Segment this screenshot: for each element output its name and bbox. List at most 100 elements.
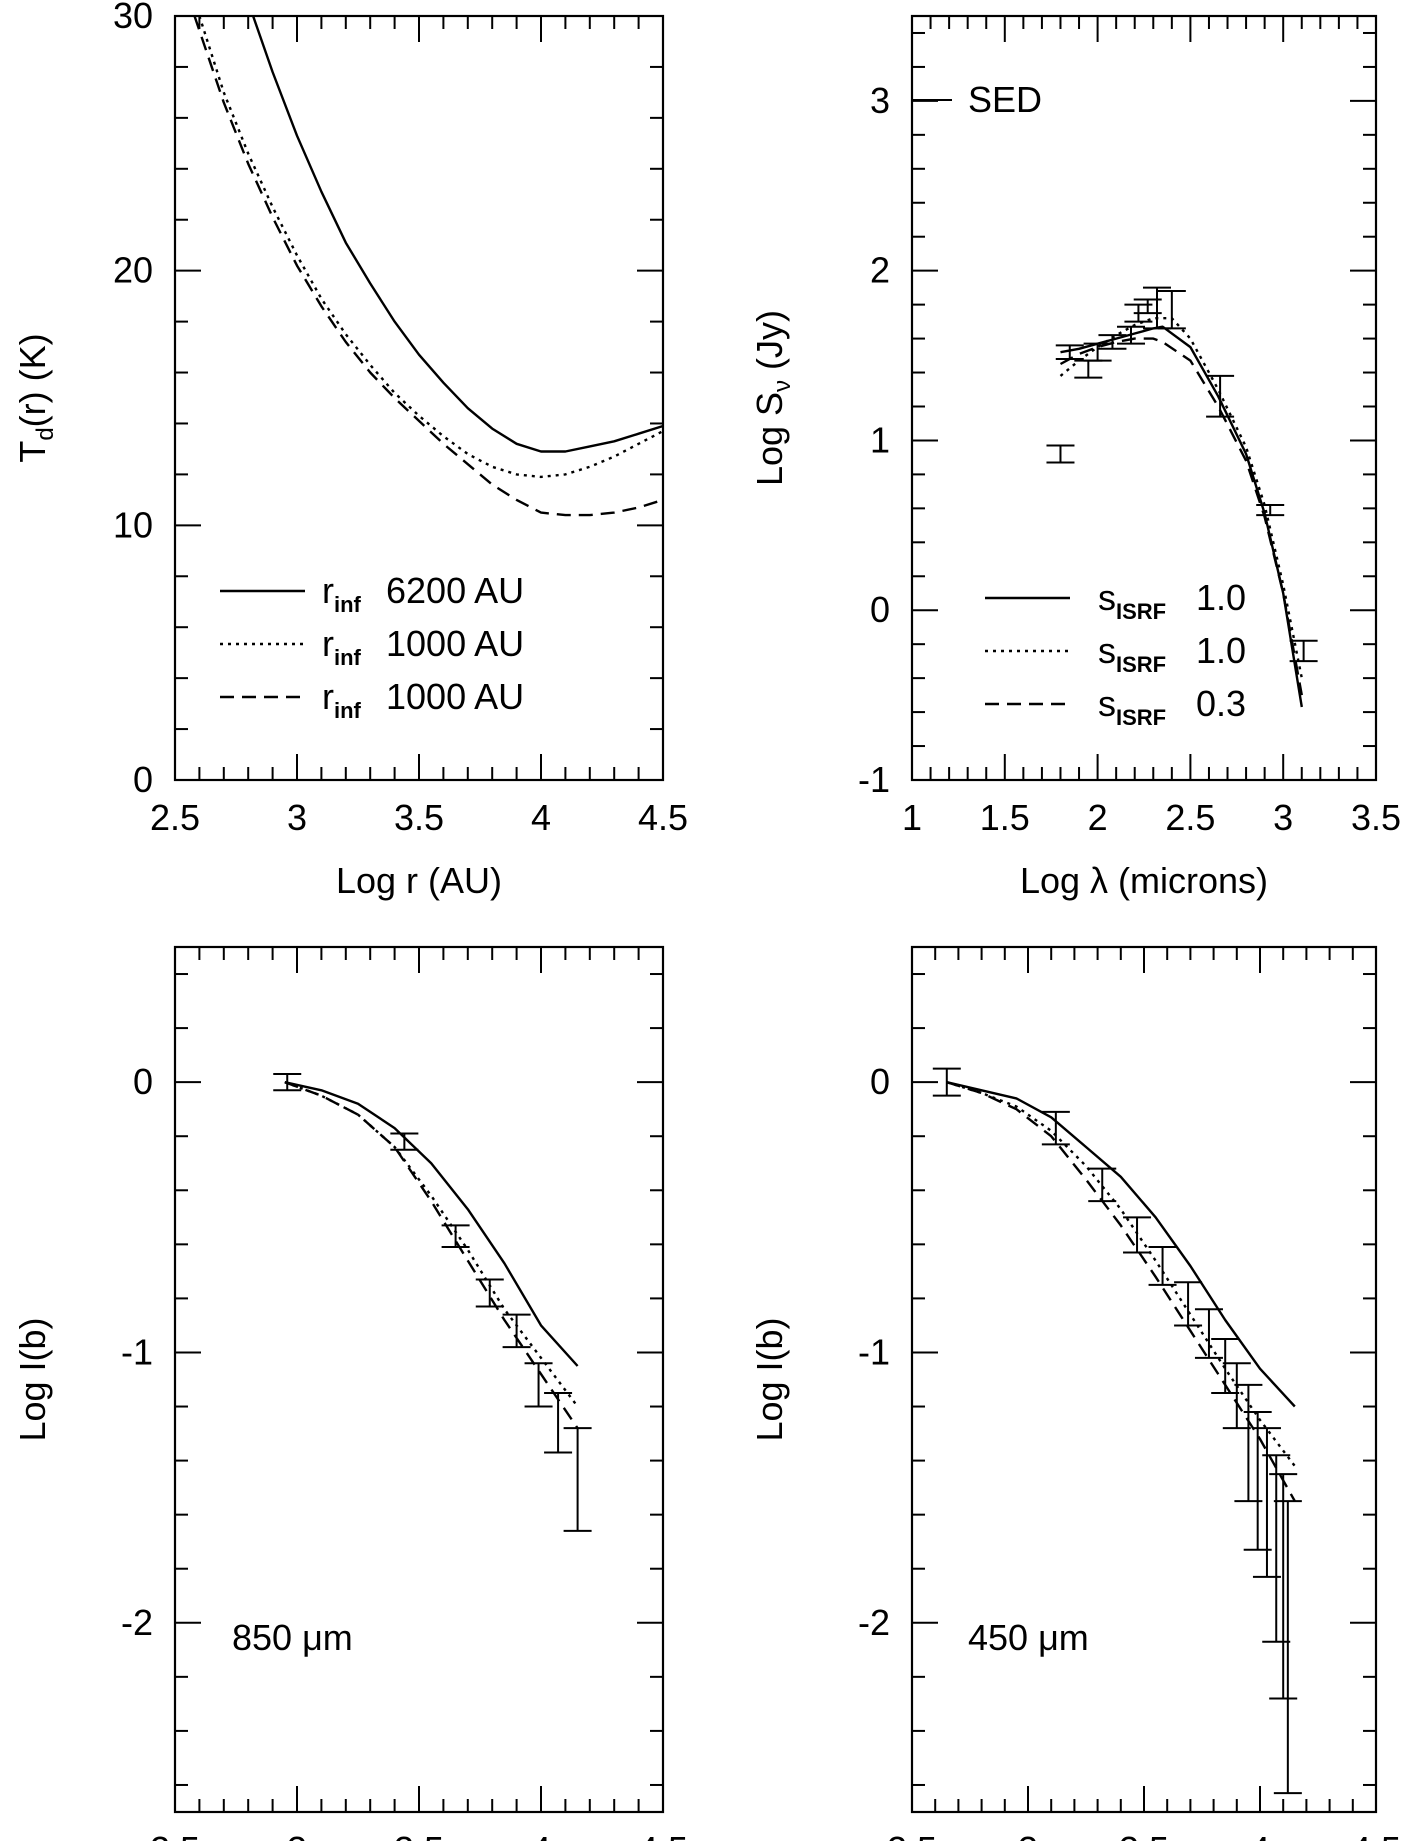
series-line-dashed	[193, 16, 663, 517]
error-bar	[1269, 1473, 1298, 1700]
svg-text:6200 AU: 6200 AU	[386, 570, 524, 611]
error-bar	[1123, 1216, 1152, 1254]
series-line-solid	[251, 16, 663, 453]
y-tick-label: 0	[133, 1061, 153, 1102]
error-bar	[502, 1313, 531, 1349]
svg-text:rinf: rinf	[322, 676, 362, 723]
error-bar	[1273, 1500, 1302, 1795]
x-tick-label: 3	[287, 797, 307, 838]
x-tick-label: 1	[902, 797, 922, 838]
x-tick-label: 2.5	[887, 1829, 937, 1841]
plot-frame	[910, 945, 1378, 1814]
x-axis-label: Log r (AU)	[336, 860, 502, 901]
x-tick-label: 2.5	[150, 1829, 200, 1841]
series-line-solid	[284, 1081, 579, 1367]
y-tick-label: -2	[858, 1602, 890, 1643]
y-tick-label: 2	[870, 250, 890, 291]
panel-temperature-profile: 2.5 3 3.5 4 4.5 0 10 20 30 Log r (AU) Td(r) (K) rin…	[12, 0, 688, 901]
svg-text:rinf: rinf	[322, 623, 362, 670]
y-tick-label: 0	[870, 1061, 890, 1102]
x-tick-label: 3.5	[1351, 797, 1401, 838]
svg-text:rinf: rinf	[322, 570, 362, 617]
x-tick-label: 4	[1250, 1829, 1270, 1841]
svg-text:sISRF: sISRF	[1098, 577, 1166, 624]
plot-frame	[910, 14, 1378, 782]
y-tick-label: 30	[113, 0, 153, 36]
x-tick-label: 2.5	[1165, 797, 1215, 838]
x-tick-label: 4.5	[1351, 1829, 1401, 1841]
svg-text:1000 AU: 1000 AU	[386, 623, 524, 664]
x-tick-label: 3.5	[394, 1829, 444, 1841]
x-tick-label: 3.5	[394, 797, 444, 838]
y-tick-label: -1	[121, 1331, 153, 1372]
plot-area	[1046, 286, 1318, 708]
error-bar	[1041, 1110, 1070, 1146]
series-line-dotted	[284, 1081, 579, 1408]
error-bar	[1074, 359, 1103, 379]
y-tick-label: -1	[858, 759, 890, 800]
panel-annotation: 450 μm	[968, 1617, 1089, 1658]
legend-entry: sISRF 0.3	[985, 683, 1246, 730]
x-tick-label: 4.5	[638, 797, 688, 838]
y-tick-label: -1	[858, 1331, 890, 1372]
x-tick-label: 4	[531, 1829, 551, 1841]
error-bar	[1046, 444, 1075, 464]
error-bar	[1117, 325, 1146, 345]
panel-annotation: 850 μm	[232, 1617, 353, 1658]
series-line-dotted	[946, 1081, 1296, 1467]
series-line-dotted	[1059, 317, 1303, 679]
plot-frame	[173, 14, 665, 782]
y-tick-label: 10	[113, 504, 153, 545]
x-tick-label: 3	[1273, 797, 1293, 838]
y-axis-label: Log I(b)	[749, 1317, 790, 1441]
y-tick-label: 3	[870, 80, 890, 121]
error-bar	[932, 1067, 961, 1097]
series-line-dotted	[198, 16, 663, 479]
error-bar	[1222, 1362, 1251, 1430]
error-bar	[1098, 334, 1127, 350]
x-tick-label: 4	[531, 797, 551, 838]
svg-text:sISRF: sISRF	[1098, 683, 1166, 730]
legend-entry: sISRF 1.0	[985, 577, 1246, 624]
error-bar	[524, 1362, 553, 1408]
error-bar	[1289, 639, 1318, 663]
error-bar	[1157, 290, 1186, 330]
svg-text:1.0: 1.0	[1196, 630, 1246, 671]
svg-text:0.3: 0.3	[1196, 683, 1246, 724]
x-tick-label: 2.5	[150, 797, 200, 838]
x-tick-label: 2	[1088, 797, 1108, 838]
x-tick-label: 3	[287, 1829, 307, 1841]
x-tick-label: 3	[1018, 1829, 1038, 1841]
series-line-solid	[946, 1081, 1296, 1408]
panel-annotation: SED	[968, 79, 1042, 120]
y-axis-label: Td(r) (K)	[12, 333, 59, 462]
error-bar	[1211, 1337, 1240, 1395]
legend-entry: rinf 1000 AU	[220, 623, 524, 670]
plot-area	[932, 1067, 1302, 1795]
plot-area	[273, 1073, 592, 1532]
svg-text:1.0: 1.0	[1196, 577, 1246, 618]
svg-text:1000 AU: 1000 AU	[386, 676, 524, 717]
y-axis-label: Log Sν (Jy)	[749, 310, 796, 486]
plot-area	[193, 16, 663, 517]
error-bar	[563, 1427, 592, 1532]
series-line-dashed	[284, 1081, 579, 1429]
x-axis-label: Log λ (microns)	[1020, 860, 1268, 901]
error-bar	[475, 1278, 504, 1308]
y-tick-label: 20	[113, 250, 153, 291]
error-bar	[544, 1392, 573, 1454]
series-line-dashed	[946, 1081, 1296, 1502]
error-bar	[1083, 342, 1112, 362]
error-bar	[1194, 1308, 1223, 1359]
series-line-dashed	[1059, 337, 1303, 696]
y-tick-label: 0	[870, 589, 890, 630]
y-tick-label: -2	[121, 1602, 153, 1643]
legend-entry: rinf 6200 AU	[220, 570, 524, 617]
error-bar	[1262, 1454, 1291, 1643]
x-tick-label: 3.5	[1119, 1829, 1169, 1841]
error-bar	[1148, 1246, 1177, 1286]
